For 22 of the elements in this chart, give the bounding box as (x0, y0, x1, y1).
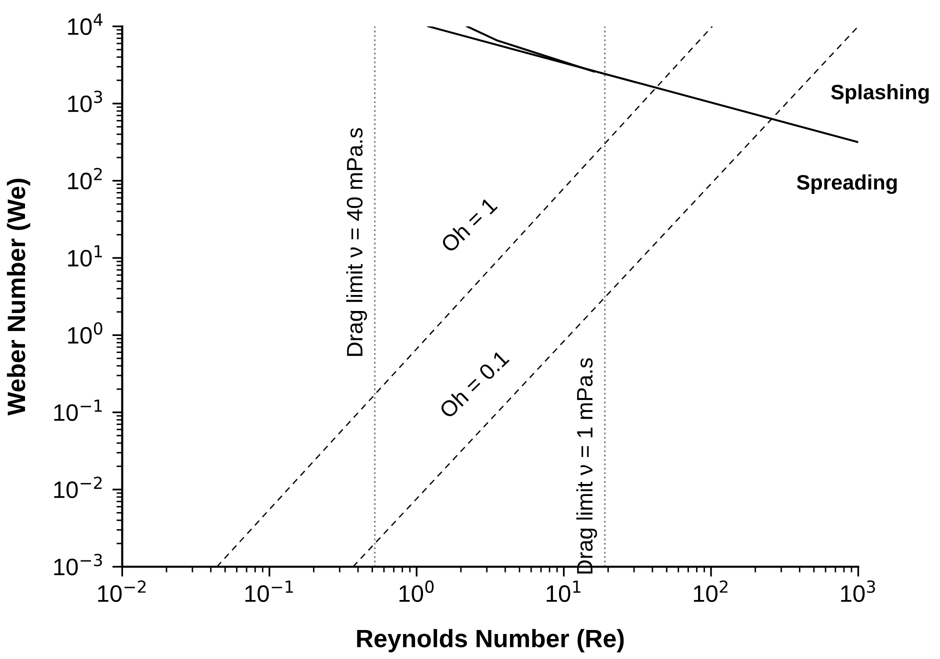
y-tick-label: 10$^{2}$ (68, 168, 102, 190)
x-tick-label: 10$^{1}$ (546, 580, 580, 602)
annotation: Spreading (796, 174, 897, 194)
y-tick-label: 10$^{1}$ (68, 245, 102, 267)
text: Drag limit ν = 1 mPa.s (576, 358, 598, 574)
x-axis-title: Reynolds Number (Re) (357, 629, 624, 652)
x-tick-label: 10$^{3}$ (841, 580, 876, 602)
annotation: Splashing (831, 84, 929, 104)
y-tick-label: 10$^{4}$ (68, 14, 102, 35)
x-tick-label: 10$^{0}$ (400, 580, 434, 602)
annotation: Oh = 0.1 (438, 349, 510, 420)
x-tick-label: 10$^{2}$ (694, 580, 728, 602)
annotation: Oh = 1 (440, 196, 498, 254)
y-tick-label: 10$^{0}$ (68, 322, 102, 344)
x-tick-label: 10$^{−2}$ (98, 580, 146, 602)
y-axis-title: Weber Number (We) (6, 178, 30, 416)
y-tick-label: 10$^{−2}$ (54, 476, 102, 498)
y-tick-label: 10$^{−1}$ (54, 400, 102, 421)
y-tick-label: 10$^{3}$ (68, 90, 102, 112)
text: Drag limit ν = 40 mPa.s (346, 128, 367, 356)
x-tick-label: 10$^{−1}$ (245, 580, 293, 602)
y-tick-label: 10$^{−3}$ (54, 554, 102, 576)
